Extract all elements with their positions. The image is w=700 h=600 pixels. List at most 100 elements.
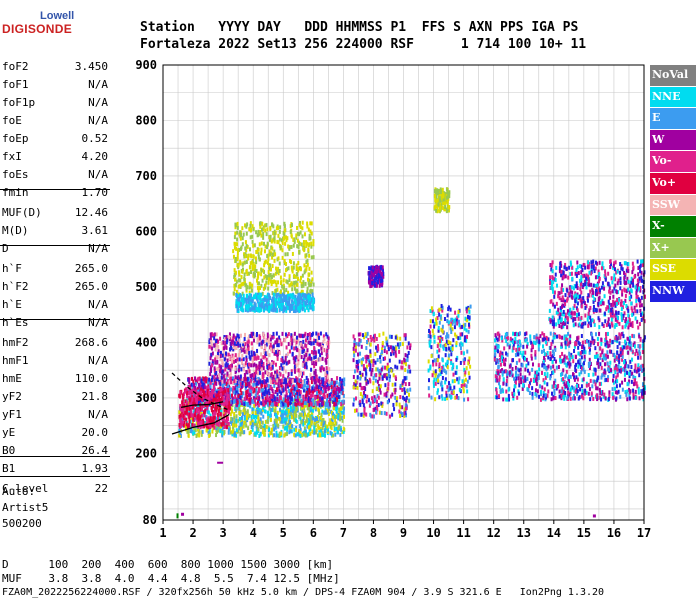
echo-point [317,357,320,362]
echo-point [267,384,270,389]
echo-point [229,394,232,399]
echo-point [290,429,293,434]
echo-point [534,350,537,355]
echo-point [463,397,466,402]
echo-point [531,395,534,400]
echo-point [218,424,221,429]
echo-point [615,355,618,360]
echo-point [367,358,370,363]
echo-point [382,356,385,361]
echo-point [317,332,320,337]
echo-point [253,369,256,374]
echo-point [321,389,324,394]
echo-point [601,281,604,286]
echo-point [315,430,318,435]
echo-point [580,370,583,375]
echo-point [224,391,227,396]
echo-point [455,341,458,346]
echo-point [589,397,592,402]
echo-point [290,397,293,402]
echo-point [493,348,496,353]
echo-point [178,394,181,399]
echo-point [439,371,442,376]
echo-point [611,392,614,397]
echo-point [304,338,307,343]
echo-point [282,402,285,407]
echo-point [285,409,288,414]
echo-point [619,394,622,399]
echo-point [203,380,206,385]
echo-point [311,361,314,366]
echo-point [386,400,389,405]
echo-point [557,318,560,323]
echo-point [505,336,508,341]
echo-point [450,394,453,399]
echo-point [499,350,502,355]
echo-point [353,338,356,343]
echo-point [271,376,274,381]
echo-point [227,427,230,432]
echo-point [232,355,235,360]
echo-point [195,400,198,405]
echo-point [337,400,340,405]
echo-point [441,324,444,329]
echo-point [519,350,522,355]
echo-point [578,372,581,377]
echo-point [183,408,186,413]
echo-point [639,355,642,360]
echo-point [544,393,547,398]
echo-point [219,336,222,341]
echo-point [438,320,441,325]
echo-point [274,370,277,375]
echo-point [333,383,336,388]
echo-point [208,361,211,366]
echo-point [378,387,381,392]
echo-point [299,433,302,438]
echo-point [403,387,406,392]
echo-point [406,369,409,374]
echo-point [214,404,217,409]
echo-point [549,263,552,268]
echo-point [505,397,508,402]
echo-point [232,399,235,404]
echo-point [583,369,586,374]
echo-point [335,426,338,431]
echo-point [460,341,463,346]
echo-point [512,393,515,398]
echo-point [527,388,530,393]
echo-point [191,405,194,410]
echo-point [322,348,325,353]
echo-point [278,339,281,344]
echo-point [195,421,198,426]
echo-point [453,318,456,323]
echo-point [320,412,323,417]
echo-point [437,325,440,330]
echo-point [289,419,292,424]
echo-point [581,366,584,371]
echo-point [322,380,325,385]
echo-point [335,387,338,392]
echo-point [467,307,470,312]
echo-point [337,395,340,400]
echo-point [452,363,455,368]
echo-point [194,408,197,413]
echo-point [429,330,432,335]
echo-point [236,389,239,394]
echo-point [643,335,646,340]
echo-point [300,398,303,403]
echo-point [277,402,280,407]
echo-point [234,381,237,386]
echo-point [314,368,317,373]
echo-point [602,323,605,328]
echo-point [622,345,625,350]
echo-point [247,337,250,342]
echo-point [342,429,345,434]
echo-point [297,361,300,366]
echo-point [640,368,643,373]
echo-point [564,373,567,378]
echo-point [327,336,330,341]
echo-point [228,335,231,340]
echo-point [275,422,278,427]
echo-point [362,357,365,362]
echo-point [372,376,375,381]
